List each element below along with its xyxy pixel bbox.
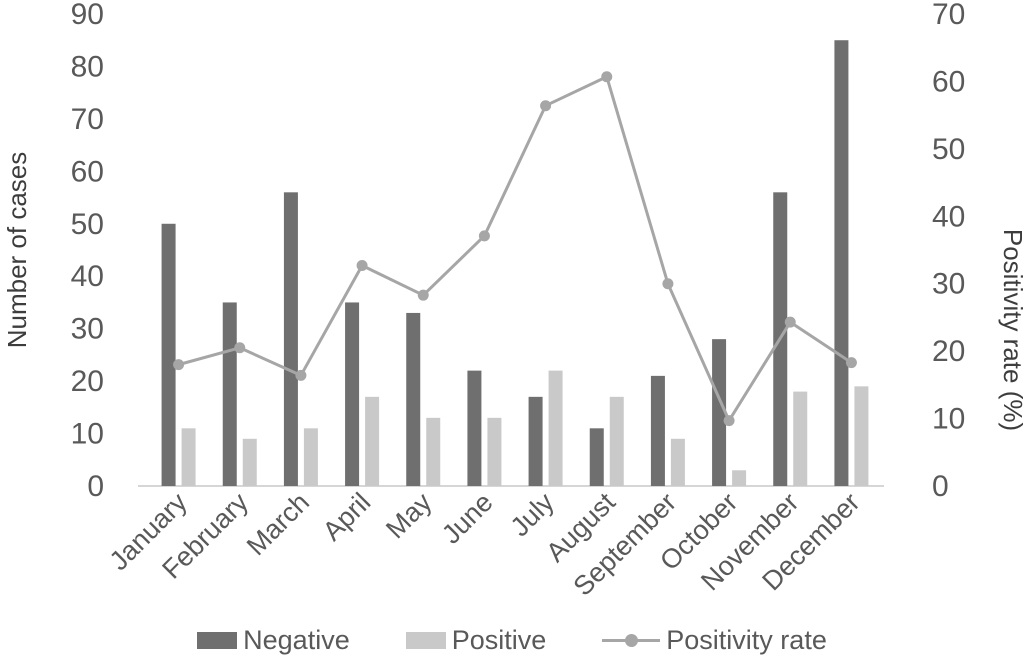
positivity-rate-line bbox=[178, 75, 853, 423]
bar-positive bbox=[365, 396, 380, 486]
positivity-rate-point bbox=[234, 342, 246, 354]
legend-label-negative: Negative bbox=[243, 625, 350, 655]
legend-item-negative: Negative bbox=[197, 627, 350, 654]
positivity-rate-point bbox=[356, 260, 368, 272]
right-axis-tick-label: 20 bbox=[932, 335, 965, 368]
bar-negative bbox=[712, 339, 727, 486]
bar-positive bbox=[242, 438, 257, 486]
right-axis-tick-label: 60 bbox=[932, 65, 965, 98]
bar-positive bbox=[670, 438, 685, 486]
x-axis-category-label: May bbox=[380, 487, 438, 545]
positivity-rate-point bbox=[173, 359, 185, 371]
legend-label-positivity-rate: Positivity rate bbox=[666, 625, 827, 655]
bar-negative bbox=[345, 302, 360, 486]
bar-positive bbox=[303, 428, 318, 486]
left-axis-tick-label: 90 bbox=[71, 0, 104, 31]
line-marker-dot bbox=[625, 634, 639, 647]
bar-negative bbox=[589, 428, 604, 486]
positivity-rate-point bbox=[540, 100, 552, 112]
x-axis-category-label: April bbox=[317, 487, 376, 546]
x-axis-category-label: June bbox=[436, 487, 499, 550]
right-axis-title: Positivity rate (%) bbox=[998, 229, 1024, 431]
positivity-rate-point bbox=[784, 316, 796, 328]
right-axis-tick-label: 30 bbox=[932, 268, 965, 301]
bar-positive bbox=[426, 417, 441, 486]
positivity-rate-point bbox=[662, 278, 674, 290]
left-axis-tick-label: 70 bbox=[71, 103, 104, 136]
bar-positive bbox=[732, 470, 747, 486]
positive-series-swatch bbox=[405, 632, 446, 649]
left-axis-tick-label: 30 bbox=[71, 313, 104, 346]
left-axis-tick-label: 10 bbox=[71, 418, 104, 451]
right-axis-tick-label: 10 bbox=[932, 403, 965, 436]
bar-negative bbox=[834, 40, 849, 486]
left-axis-tick-label: 80 bbox=[71, 50, 104, 83]
negative-series-swatch bbox=[197, 632, 238, 649]
right-axis-tick-label: 70 bbox=[932, 0, 965, 31]
left-axis-tick-label: 40 bbox=[71, 260, 104, 293]
positivity-rate-point bbox=[723, 415, 735, 427]
bar-positive bbox=[854, 386, 869, 486]
bar-positive bbox=[793, 391, 808, 486]
left-axis-tick-label: 20 bbox=[71, 365, 104, 398]
left-axis-tick-label: 0 bbox=[87, 470, 104, 503]
bar-positive bbox=[487, 417, 502, 486]
positivity-rate-series-swatch bbox=[602, 632, 661, 649]
legend-item-positivity-rate: Positivity rate bbox=[602, 627, 827, 654]
bar-positive bbox=[548, 370, 563, 486]
right-axis-tick-label: 0 bbox=[932, 470, 949, 503]
bar-negative bbox=[528, 396, 543, 486]
left-axis-tick-label: 50 bbox=[71, 208, 104, 241]
bar-negative bbox=[406, 312, 421, 486]
left-axis-tick-label: 60 bbox=[71, 155, 104, 188]
bar-positive bbox=[181, 428, 196, 486]
legend-item-positive: Positive bbox=[405, 625, 547, 655]
bar-negative bbox=[222, 302, 237, 486]
positivity-rate-point bbox=[601, 71, 613, 83]
right-axis-tick-label: 50 bbox=[932, 133, 965, 166]
x-axis-category-label: March bbox=[241, 487, 315, 561]
chart-legend: Negative Positive Positivity rate bbox=[0, 627, 1024, 654]
bar-negative bbox=[467, 370, 482, 486]
bar-negative bbox=[161, 223, 176, 486]
left-axis-title: Number of cases bbox=[2, 152, 32, 349]
positivity-rate-point bbox=[417, 289, 429, 301]
positivity-rate-point bbox=[295, 369, 307, 381]
bar-negative bbox=[650, 375, 665, 486]
positivity-rate-point bbox=[845, 357, 857, 369]
bar-negative bbox=[283, 192, 298, 487]
right-axis-tick-label: 40 bbox=[932, 200, 965, 233]
legend-label-positive: Positive bbox=[451, 625, 547, 655]
combo-chart: 0 10 20 30 40 50 60 70 80 90 0 10 20 30 40 50 60 70 Number… bbox=[2, 0, 1024, 602]
positivity-rate-point bbox=[478, 230, 490, 242]
bar-positive bbox=[609, 396, 624, 486]
